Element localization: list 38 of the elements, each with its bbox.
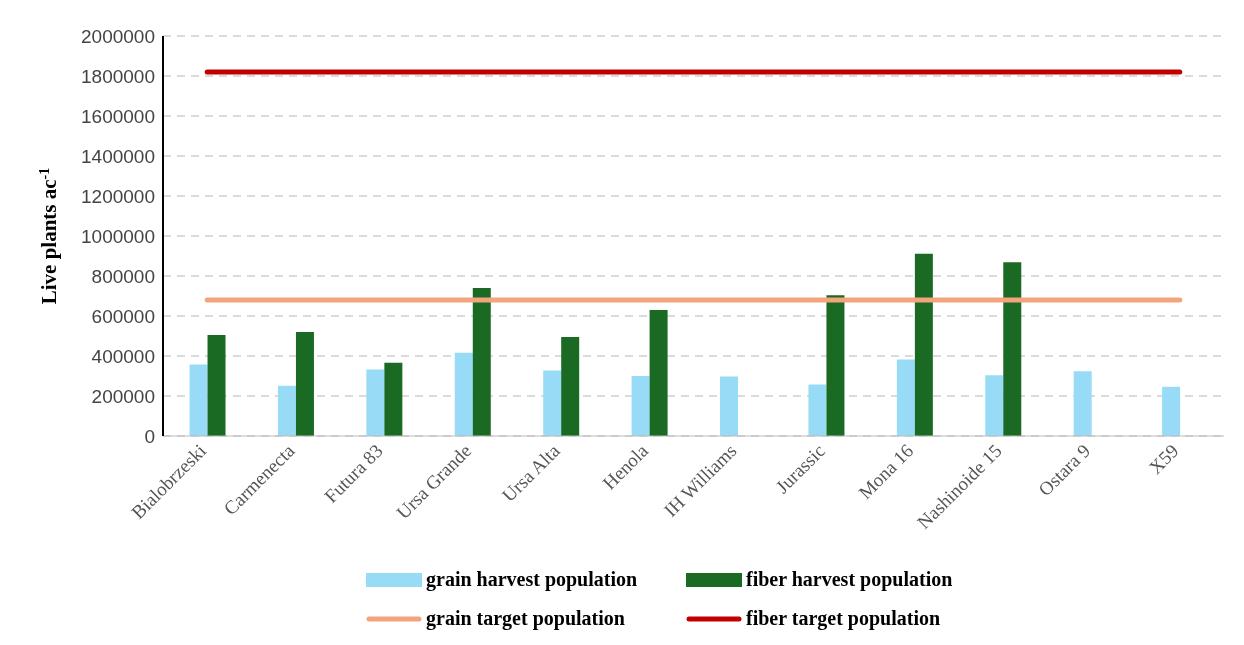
y-tick-label: 0 bbox=[144, 425, 155, 447]
bar bbox=[1003, 262, 1022, 436]
legend-label: fiber harvest population bbox=[746, 568, 953, 591]
y-tick-label: 400000 bbox=[91, 345, 155, 367]
bar bbox=[384, 362, 403, 436]
y-tick-label: 800000 bbox=[91, 265, 155, 287]
x-tick-label: X59 bbox=[1144, 439, 1183, 478]
y-tick-label: 1400000 bbox=[81, 145, 155, 167]
bar bbox=[207, 335, 226, 436]
legend-label: grain harvest population bbox=[426, 568, 638, 591]
y-tick-label: 1000000 bbox=[81, 225, 155, 247]
legend-label: fiber target population bbox=[746, 607, 941, 630]
bar bbox=[295, 332, 314, 436]
y-tick-label: 600000 bbox=[91, 305, 155, 327]
bar bbox=[720, 376, 739, 436]
bar bbox=[1073, 371, 1092, 436]
y-tick-label: 200000 bbox=[91, 385, 155, 407]
bar bbox=[366, 369, 385, 436]
bar bbox=[914, 253, 933, 436]
bar bbox=[631, 376, 650, 436]
bar bbox=[543, 370, 562, 436]
y-tick-label: 2000000 bbox=[81, 25, 155, 47]
y-tick-label: 1600000 bbox=[81, 105, 155, 127]
x-tick-label: Ursa Alta bbox=[497, 439, 565, 506]
bar bbox=[189, 364, 208, 436]
bar bbox=[1162, 386, 1181, 436]
bar bbox=[561, 337, 580, 436]
bar bbox=[896, 359, 915, 436]
y-tick-label: 1800000 bbox=[81, 65, 155, 87]
bar bbox=[472, 288, 491, 436]
bar bbox=[826, 295, 845, 436]
bar bbox=[649, 310, 668, 436]
legend-label: grain target population bbox=[426, 607, 625, 630]
y-tick-label: 1200000 bbox=[81, 185, 155, 207]
bar bbox=[454, 352, 473, 436]
bar bbox=[985, 375, 1004, 436]
bar bbox=[808, 384, 827, 436]
bar bbox=[277, 385, 296, 436]
